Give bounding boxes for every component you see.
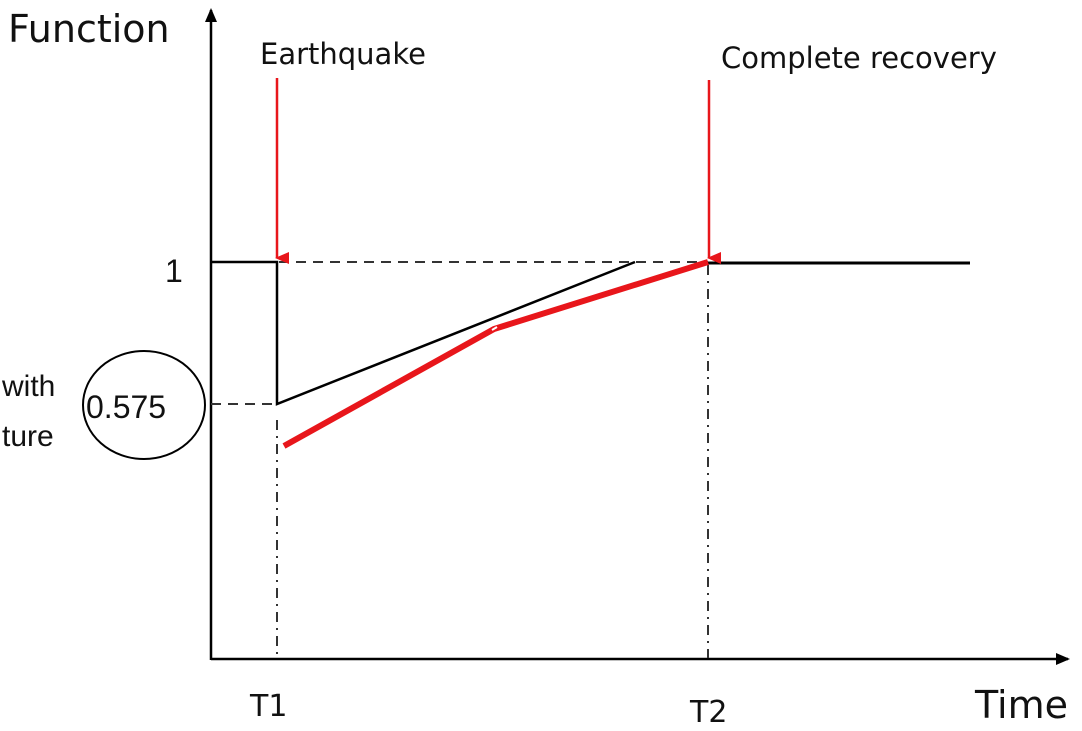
- tick-label-one: 1: [165, 253, 183, 289]
- tick-label-0575: 0.575: [86, 389, 166, 425]
- left-cut-label-line2: ture: [2, 420, 54, 453]
- value-circle: [82, 350, 206, 460]
- tick-label-t1: T1: [249, 689, 287, 724]
- function-curve-initial: [211, 260, 636, 406]
- tick-label-t2: T2: [689, 695, 727, 730]
- left-cut-label-line1: with: [1, 370, 55, 403]
- y-axis-label: Function: [8, 7, 170, 51]
- red-curve-break: [491, 326, 498, 331]
- complete-recovery-label: Complete recovery: [721, 41, 997, 75]
- earthquake-label: Earthquake: [260, 37, 426, 71]
- x-axis-label: Time: [974, 683, 1068, 727]
- red-recovery-curve: [282, 259, 709, 449]
